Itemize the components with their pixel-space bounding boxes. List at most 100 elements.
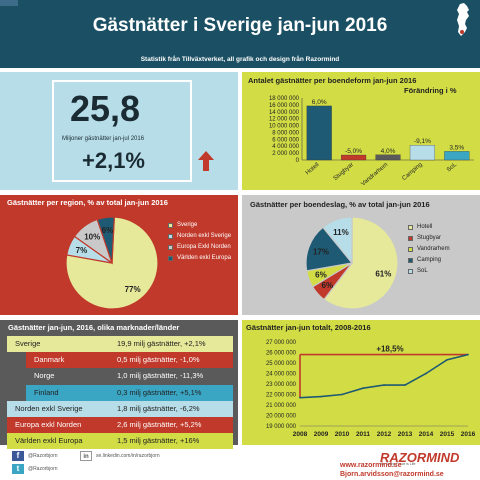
- pie-slice-label: 6%: [102, 226, 114, 235]
- legend-swatch: [168, 223, 173, 228]
- bar-camping: [409, 145, 435, 161]
- legend-swatch: [168, 234, 173, 239]
- pie-slice-label: 7%: [76, 246, 88, 255]
- legend-item: Världen exkl Europa: [168, 255, 234, 261]
- bar-vandrarhem: [375, 154, 401, 161]
- market-row: Sverige 19,9 milj gästnätter, +2,1%: [7, 336, 233, 352]
- line-point: [341, 393, 343, 396]
- page-title: Gästnätter i Sverige jan-jun 2016: [92, 15, 388, 36]
- market-label: Norden exkl Sverige: [15, 403, 83, 413]
- legend-label: Stugbyar: [417, 235, 442, 241]
- brand-tagline: the Swing Force is Life: [380, 462, 416, 466]
- legend-swatch: [408, 247, 413, 252]
- bar-hotell: [306, 105, 332, 161]
- region-pie-title: Gästnätter per region, % av total jan-ju…: [7, 198, 168, 207]
- market-value: 1,5 milj gästnätter, +16%: [117, 436, 200, 446]
- bar-chart-panel: [242, 72, 480, 190]
- market-label: Världen exkl Europa: [15, 436, 83, 446]
- bar-category-label: Camping: [401, 162, 423, 182]
- line-y-tick-label: 25 000 000: [266, 361, 297, 367]
- market-row: Europa exkl Norden 2,6 milj gästnätter, +…: [7, 417, 233, 433]
- line-x-tick-label: 2010: [335, 431, 350, 438]
- line-y-tick-label: 19 000 000: [266, 424, 297, 430]
- header: Gästnätter i Sverige jan-jun 2016 Statis…: [0, 0, 480, 68]
- bar-data-label: 6,0%: [312, 99, 327, 106]
- facebook-icon[interactable]: f: [12, 451, 24, 461]
- pie-slice: [323, 216, 399, 310]
- twitter-icon[interactable]: t: [12, 464, 24, 474]
- legend-item: Norden exkl Sverige: [168, 233, 234, 239]
- footer-email[interactable]: Bjorn.arvidsson@razormind.se: [340, 471, 444, 478]
- line-y-tick-label: 27 000 000: [266, 340, 297, 346]
- kpi-panel: [0, 72, 238, 190]
- bar-chart-title: Antalet gästnätter per boendeform jan-ju…: [248, 76, 417, 85]
- bar-y-tick-label: 6 000 000: [272, 137, 299, 143]
- line-point: [404, 384, 406, 386]
- legend-label: Norden exkl Sverige: [177, 233, 232, 239]
- legend-item: Vandrarhem: [408, 246, 474, 252]
- market-value: 1,8 milj gästnätter, -6,2%: [117, 403, 200, 413]
- bar-data-label: -9,1%: [414, 138, 431, 145]
- accommodation-legend: Hotell Stugbyar Vandrarhem Camping SoL: [408, 224, 474, 279]
- line-y-tick-label: 24 000 000: [266, 372, 297, 378]
- pie-slice-label: 77%: [125, 285, 141, 294]
- market-label: Danmark: [34, 355, 65, 365]
- pie-slice: [96, 216, 115, 264]
- kpi-unit: Miljoner gästnätter jan-jul 2016: [62, 136, 145, 142]
- footer-twitter[interactable]: @Razorbjorn: [28, 466, 58, 472]
- arrow-up-icon: [198, 151, 214, 171]
- bar-stugbyar: [341, 154, 367, 161]
- bar-data-label: 3,5%: [449, 144, 464, 151]
- market-value: 1,0 milj gästnätter, -11,3%: [117, 371, 204, 381]
- bar-chart-subtitle: Förändring i %: [404, 86, 457, 95]
- bar-y-tick-label: 14 000 000: [269, 110, 300, 116]
- header-accent-strip: [0, 0, 18, 6]
- legend-swatch: [408, 258, 413, 263]
- bar-y-tick-label: 10 000 000: [269, 124, 300, 130]
- bar-y-tick-label: 18 000 000: [269, 96, 300, 102]
- line-chart-panel: [242, 320, 480, 445]
- footer-facebook[interactable]: @Razorbjorn: [28, 453, 58, 459]
- market-label: Sverige: [15, 339, 41, 348]
- market-value: 2,6 milj gästnätter, +5,2%: [117, 420, 202, 429]
- bar-y-tick-label: 12 000 000: [269, 117, 300, 123]
- markets-title: Gästnätter jan-jun, 2016, olika marknade…: [8, 323, 180, 332]
- line-y-tick-label: 20 000 000: [266, 414, 297, 420]
- line-x-tick-label: 2015: [440, 431, 455, 438]
- bar-y-tick-label: 2 000 000: [272, 151, 299, 157]
- legend-swatch: [168, 256, 173, 261]
- accommodation-pie-chart: 61% 6%6% 17% 11%: [305, 216, 399, 310]
- legend-label: Camping: [417, 257, 442, 263]
- bar-sol: [444, 151, 470, 161]
- line-x-tick-label: 2011: [356, 431, 370, 438]
- legend-swatch: [408, 236, 413, 241]
- bar-y-tick-label: 0: [296, 158, 300, 164]
- market-value: 19,9 milj gästnätter, +2,1%: [117, 339, 206, 348]
- kpi-change: +2,1%: [82, 148, 145, 173]
- bar-y-tick-label: 8 000 000: [272, 130, 299, 136]
- line-point: [446, 358, 448, 361]
- kpi-value: 25,8: [70, 88, 141, 129]
- bar-y-tick-label: 16 000 000: [269, 103, 300, 109]
- line-y-tick-label: 21 000 000: [266, 403, 297, 409]
- line-point: [320, 395, 322, 398]
- line-point: [383, 384, 385, 386]
- linkedin-icon[interactable]: in: [80, 451, 92, 461]
- legend-label: Europa Exkl Norden: [177, 244, 231, 250]
- legend-item: Sverige: [168, 222, 234, 228]
- growth-annotation: +18,5%: [376, 345, 403, 354]
- region-legend: Sverige Norden exkl Sverige Europa Exkl No…: [168, 222, 234, 266]
- legend-item: Europa Exkl Norden: [168, 244, 234, 250]
- legend-item: Hotell: [408, 224, 474, 230]
- pie-slice-label: 11%: [333, 228, 349, 237]
- footer-linkedin[interactable]: se.linkedin.com/in/razorbjorn: [96, 453, 160, 459]
- region-pie-chart: 77% 7% 10%6%: [65, 216, 159, 310]
- legend-item: Camping: [408, 257, 474, 263]
- line-chart-title: Gästnätter jan-jun totalt, 2008-2016: [246, 323, 371, 332]
- line-x-tick-label: 2008: [293, 431, 308, 438]
- footer-website[interactable]: www.razormind.se: [340, 462, 402, 469]
- market-row: Norden exkl Sverige 1,8 milj gästnätter, …: [7, 400, 233, 417]
- bar-category-label: Vandrarhem: [360, 162, 389, 188]
- pie-slice-label: 17%: [313, 247, 329, 256]
